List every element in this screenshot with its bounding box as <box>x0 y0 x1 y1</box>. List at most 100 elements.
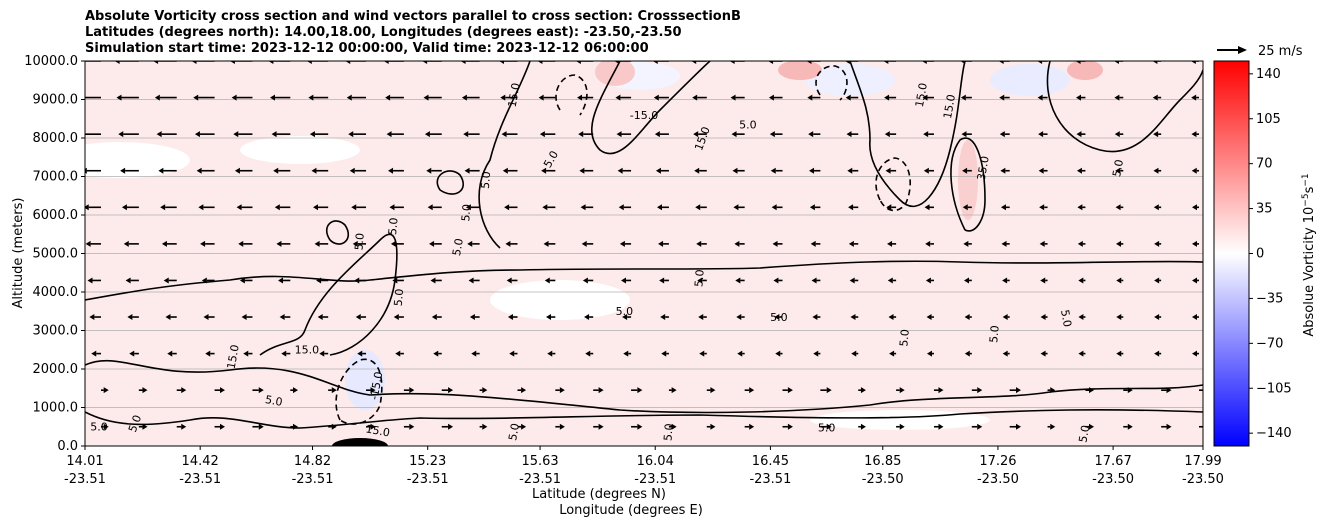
wind-vector <box>851 350 859 357</box>
wind-vector <box>692 94 707 101</box>
wind-vector <box>160 204 177 211</box>
y-axis-label: Altitude (meters) <box>11 198 26 309</box>
wind-vector <box>769 131 783 138</box>
wind-vector <box>234 167 253 174</box>
wind-vector <box>120 167 139 174</box>
wind-vector <box>471 350 480 357</box>
x-tick-label-lon: -23.51 <box>519 472 561 487</box>
contour-label: 15.0 <box>506 82 523 108</box>
wind-vector <box>691 61 707 64</box>
wind-vector <box>580 204 594 211</box>
wind-vector <box>770 167 783 174</box>
x-tick-label-lat: 14.01 <box>66 454 103 469</box>
wind-vector <box>773 277 783 284</box>
wind-vector <box>577 94 594 101</box>
contour-line <box>590 61 711 155</box>
wind-vector <box>1039 240 1048 247</box>
wind-vector <box>392 277 404 284</box>
x-tick-label-lon: -23.50 <box>862 472 904 487</box>
x-tick-label-lon: -23.51 <box>634 472 676 487</box>
wind-vector <box>422 61 442 64</box>
wind-vector <box>161 240 177 247</box>
wind-vector <box>1154 350 1162 357</box>
wind-vector <box>884 131 897 138</box>
contour-label: -15.0 <box>630 109 658 122</box>
x-axis-label-lon: Longitude (degrees E) <box>559 503 703 518</box>
wind-vector <box>735 277 745 284</box>
wind-vector <box>614 61 632 64</box>
wind-vector <box>1075 61 1086 64</box>
wind-vector <box>960 61 972 64</box>
wind-vector <box>252 423 264 430</box>
wind-vector <box>1085 423 1095 430</box>
wind-vector <box>1191 167 1199 174</box>
contour-label: 5.0 <box>661 423 675 442</box>
wind-vector <box>820 423 832 430</box>
wind-vector <box>366 423 376 430</box>
contour-line <box>436 170 464 195</box>
wind-vector <box>772 240 783 247</box>
wind-vector <box>176 423 187 430</box>
wind-vector <box>579 167 594 174</box>
contour-label: 5.0 <box>126 413 144 434</box>
wind-vector <box>501 131 518 138</box>
wind-vector <box>165 314 177 321</box>
wind-vector <box>1192 240 1199 247</box>
wind-vector <box>233 131 253 138</box>
wind-vector <box>1039 204 1048 211</box>
wind-vector <box>200 240 215 247</box>
colorbar-tick-label: −140 <box>1256 426 1292 441</box>
wind-vector <box>998 61 1010 64</box>
contour-line <box>849 61 966 207</box>
wind-vector <box>999 94 1010 101</box>
quiver-key-label: 25 m/s <box>1258 44 1303 59</box>
wind-vector <box>896 387 905 394</box>
wind-vector <box>1009 387 1021 394</box>
wind-vector <box>191 61 215 64</box>
wind-vector <box>960 94 972 101</box>
wind-vector <box>964 314 972 321</box>
wind-vector <box>163 277 177 284</box>
colorbar-ticks: 140 105 70 35 0 −35 −70 −105 −140 <box>1249 67 1292 441</box>
wind-vector <box>706 423 716 430</box>
colorbar-tick-label: 0 <box>1256 247 1264 262</box>
wind-vector <box>273 167 291 174</box>
wind-vector <box>308 94 329 101</box>
x-tick-label-lon: -23.50 <box>1092 472 1134 487</box>
colorbar-tick-label: 70 <box>1256 157 1273 172</box>
wind-vector <box>1002 350 1010 357</box>
title-line-2: Latitudes (degrees north): 14.00,18.00, … <box>85 25 682 40</box>
wind-vector <box>1000 167 1010 174</box>
wind-vector <box>1161 387 1172 394</box>
contour-line <box>85 260 1203 301</box>
wind-vector <box>768 61 783 64</box>
wind-vector <box>366 387 376 394</box>
wind-vector <box>555 423 565 430</box>
wind-vector <box>925 240 934 247</box>
wind-vector <box>858 423 866 430</box>
wind-vector <box>274 204 291 211</box>
y-tick-label: 0.0 <box>57 439 78 454</box>
colorbar-gradient <box>1213 60 1250 447</box>
wind-vector <box>544 277 556 284</box>
wind-vector <box>775 350 783 357</box>
wind-vector <box>193 94 215 101</box>
wind-vector <box>167 350 177 357</box>
wind-vector <box>1192 277 1199 284</box>
wind-vector <box>581 240 594 247</box>
x-tick-label-lon: -23.51 <box>292 472 334 487</box>
wind-vector <box>469 314 480 321</box>
wind-vector <box>1153 131 1162 138</box>
wind-vector <box>468 277 480 284</box>
wind-vector <box>731 131 745 138</box>
wind-vector <box>467 240 480 247</box>
contour-label: 5.0 <box>450 237 466 256</box>
wind-vector <box>500 94 518 101</box>
wind-vector <box>889 350 897 357</box>
wind-vector <box>85 133 101 135</box>
x-tick-label-lat: 17.67 <box>1095 454 1132 469</box>
wind-vector <box>812 314 821 321</box>
wind-vector <box>1085 387 1095 394</box>
wind-vector <box>354 277 367 284</box>
contour-label: 15.0 <box>365 422 391 439</box>
